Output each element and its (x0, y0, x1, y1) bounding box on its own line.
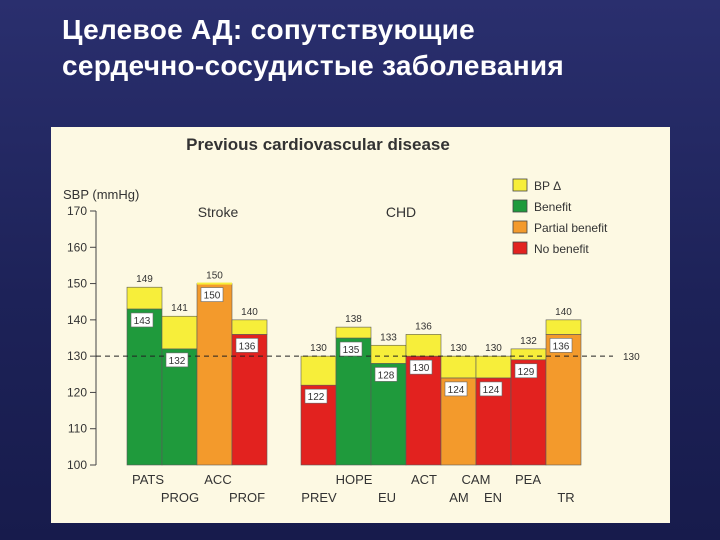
legend: BP Δ Benefit Partial benefit No benefit (512, 178, 608, 256)
bar-end-label-box (409, 359, 433, 375)
bar-bp-delta-acc (197, 282, 232, 285)
bar-end-label-box (200, 287, 224, 302)
legend-label: Benefit (534, 200, 572, 214)
bar-outcome-hope (335, 337, 372, 466)
category-label-prev: PREV (301, 490, 337, 505)
bar-bp-delta-en (475, 355, 512, 379)
bar-bp-delta-hope (335, 326, 372, 339)
legend-swatch (512, 220, 528, 234)
bar-end-label-box (235, 338, 259, 353)
bar-bp-delta-tr (545, 319, 582, 335)
category-label-en: EN (484, 490, 502, 505)
bar-bp-delta-prog (161, 315, 198, 350)
legend-label: No benefit (534, 242, 589, 256)
category-label-act: ACT (411, 472, 437, 487)
bar-end-label: 135 (343, 345, 360, 356)
bar-bp-delta-am (440, 355, 477, 379)
y-tick-label: 140 (67, 313, 87, 327)
slide-title-line-2: сердечно-сосудистые заболевания (62, 50, 565, 81)
chart-title: Previous cardiovascular disease (186, 135, 450, 154)
legend-swatch (512, 241, 528, 255)
bar-bp-delta-eu (370, 344, 407, 364)
bar-bp-delta-prev (300, 355, 337, 386)
bar-end-label: 130 (413, 363, 430, 374)
bar-outcome-prof (231, 334, 268, 466)
bar-start-label: 141 (171, 303, 188, 314)
y-axis: 100 110 120 130 140 150 160 170 (67, 204, 97, 472)
y-tick-label: 170 (67, 204, 87, 218)
chart-panel: Previous cardiovascular disease SBP (mmH… (51, 127, 670, 523)
bar-end-label-box (444, 381, 468, 397)
group-label-stroke: Stroke (198, 204, 239, 220)
reference-line-layer: 130 (96, 352, 640, 363)
bar-end-label: 136 (553, 341, 570, 352)
bar-end-label: 132 (169, 356, 186, 367)
bar-start-label: 140 (241, 307, 258, 318)
bar-start-label: 130 (485, 343, 502, 354)
bar-outcome-pats (126, 308, 163, 466)
category-label-eu: EU (378, 490, 396, 505)
category-label-pats: PATS (132, 472, 164, 487)
y-tick-label: 160 (67, 240, 87, 254)
bar-start-label: 140 (555, 307, 572, 318)
category-label-acc: ACC (204, 472, 231, 487)
bar-bp-delta-pea (510, 348, 547, 361)
bar-bp-delta-pats (126, 286, 163, 310)
bp-trials-chart: Previous cardiovascular disease SBP (mmH… (63, 135, 640, 505)
bar-start-label: 136 (415, 321, 432, 332)
legend-label: Partial benefit (534, 221, 608, 235)
y-tick-label: 130 (67, 349, 87, 363)
reference-line-label: 130 (623, 352, 640, 363)
y-tick-label: 150 (67, 277, 87, 291)
bar-end-label-box (339, 341, 363, 357)
category-label-pea: PEA (515, 472, 541, 487)
y-tick-label: 120 (67, 385, 87, 399)
bar-end-label-box (479, 381, 503, 397)
bar-start-label: 133 (380, 332, 397, 343)
bar-start-label: 130 (450, 343, 467, 354)
category-label-hope: HOPE (336, 472, 373, 487)
bar-start-label: 138 (345, 314, 362, 325)
bar-start-label: 130 (310, 343, 327, 354)
bar-bp-delta-act (405, 334, 442, 357)
labels-layer: 149 143 PATS 141 132 PROG 150 150 ACC 140 136 PROF 1… (130, 204, 575, 505)
bar-outcome-acc (196, 283, 233, 466)
legend-label: BP Δ (534, 179, 561, 193)
category-label-cam: CAM (462, 472, 491, 487)
category-label-prof: PROF (229, 490, 265, 505)
bar-start-label: 150 (206, 271, 223, 282)
bar-end-label: 122 (308, 392, 325, 403)
category-label-tr: TR (557, 490, 574, 505)
slide-title-line-1: Целевое АД: сопутствующие (62, 14, 476, 45)
legend-swatch (512, 178, 528, 192)
bar-start-label: 132 (520, 336, 537, 347)
bar-end-label-box (165, 352, 189, 368)
group-label-chd: CHD (386, 204, 416, 220)
bar-end-label-box (374, 367, 398, 382)
category-label-am: AM (449, 490, 469, 505)
bar-end-label: 143 (134, 316, 151, 327)
bars-layer (126, 282, 582, 466)
y-axis-label: SBP (mmHg) (63, 187, 139, 202)
bar-end-label-box (304, 388, 328, 404)
y-tick-label: 110 (68, 422, 87, 436)
y-tick-label: 100 (67, 458, 87, 472)
bar-end-label: 129 (518, 367, 535, 378)
bar-start-label: 149 (136, 274, 153, 285)
bar-end-label: 124 (483, 385, 500, 396)
legend-swatch (512, 199, 528, 213)
bar-end-label: 128 (378, 370, 395, 381)
bar-end-label-box (514, 363, 538, 379)
bar-end-label: 136 (239, 341, 256, 352)
bar-end-label: 124 (448, 385, 465, 396)
slide-title: Целевое АД: сопутствующие сердечно-сосуд… (62, 12, 564, 84)
bar-outcome-tr (545, 334, 582, 466)
bar-end-label-box (549, 338, 573, 353)
category-label-prog: PROG (161, 490, 199, 505)
bar-end-label: 150 (204, 291, 221, 302)
bar-end-label-box (130, 312, 154, 328)
bar-bp-delta-prof (231, 319, 268, 335)
